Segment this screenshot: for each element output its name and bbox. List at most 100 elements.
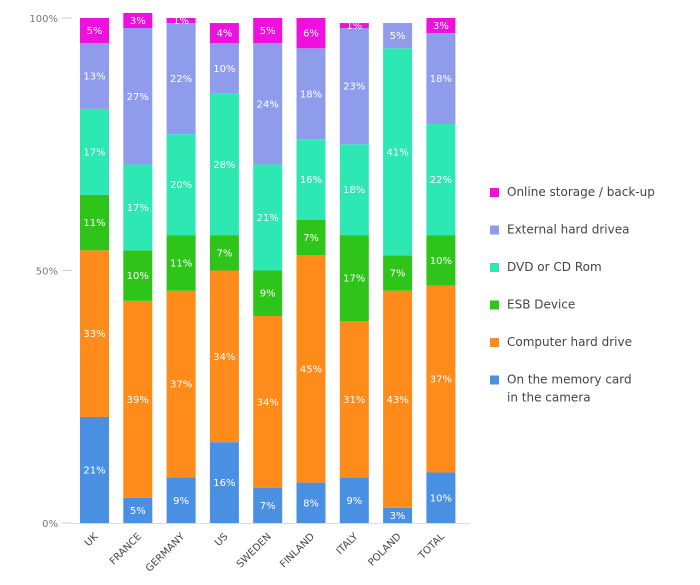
data-label: 3% [433,21,449,32]
bar-segment [426,285,456,473]
bar-segment [209,442,239,523]
bar-segment [426,18,456,34]
bar-segment [296,48,326,140]
bar-segment [253,43,283,165]
bar-segment [123,12,153,29]
bar-segment [80,43,109,109]
data-label: 41% [386,147,408,158]
data-label: 17% [127,203,149,214]
bar-segment [166,477,196,523]
bar-segment [209,23,239,44]
bar-segment [80,194,109,251]
data-label: 8% [303,498,319,509]
bar-segment [296,255,326,483]
x-tick-label: FINLAND [278,531,317,570]
legend-swatch [490,263,499,272]
data-label: 9% [260,289,276,300]
x-tick-label: ITALY [335,531,361,557]
bar-segment [296,220,326,256]
legend-swatch [490,188,499,197]
data-label: 10% [430,256,452,267]
x-axis-labels: UK FRANCE GERMANY US SWEDEN FINLAND ITALY POLAN… [83,531,447,575]
data-label: 10% [213,64,235,75]
data-label: 18% [430,74,452,85]
x-tick-label: UK [83,531,101,549]
legend-label: in the camera [507,391,591,405]
data-label: 5% [260,26,276,37]
legend-label: External hard drivea [507,223,629,237]
data-label: 28% [213,160,235,171]
data-label: 1% [173,16,189,27]
data-label: 5% [390,31,406,42]
bar-segment [426,33,456,125]
x-tick-label: TOTAL [416,531,447,562]
legend-label: ESB Device [507,298,575,312]
legend-swatch [490,300,499,310]
bar-segment [339,28,369,145]
data-label: 7% [390,269,406,280]
data-label: 16% [213,478,235,489]
bar-segment [123,28,153,165]
x-tick-label: SWEDEN [235,531,274,570]
bar-segment [383,255,413,291]
bar-segment [166,134,196,236]
data-label: 5% [87,26,103,37]
bar-segment [253,164,283,271]
bar-segment [426,235,456,286]
data-label: 21% [83,465,105,476]
bar-segment [296,482,326,523]
bar-segment [209,270,239,443]
data-label: 17% [83,147,105,158]
x-tick-label: FRANCE [108,531,144,567]
data-label: 17% [343,274,365,285]
data-label: 10% [127,271,149,282]
bar-segment [339,144,369,236]
bar-segment [166,235,196,291]
legend: Online storage / back-up External hard dr… [490,185,655,405]
legend-label: Online storage / back-up [507,185,655,199]
data-label: 45% [300,364,322,375]
legend-label: On the memory card [507,373,632,387]
data-label: 9% [346,496,362,507]
bar-segment [80,416,109,523]
legend-swatch [490,225,499,235]
data-label: 10% [430,493,452,504]
bar-segment [339,321,369,478]
data-label: 34% [213,352,235,363]
bars [80,12,456,523]
bar-segment [253,487,283,523]
data-label: 7% [216,248,232,259]
bar-segment [166,18,196,24]
data-label: 18% [300,89,322,100]
data-label: 22% [170,74,192,85]
bar-segment [80,250,109,417]
y-tick-label: 50% [36,267,58,278]
data-label: 3% [390,511,406,522]
bar-segment [426,472,456,523]
data-label: 11% [83,218,105,229]
data-label: 21% [257,213,279,224]
x-tick-label: GERMANY [144,531,188,575]
data-label: 24% [257,99,279,110]
data-label: 39% [127,395,149,406]
bar-segment [123,497,153,523]
data-label: 34% [257,397,279,408]
bar-segment [253,18,283,44]
bar-segment [383,23,413,49]
bar-segment [296,139,326,220]
bar-segment [426,124,456,236]
data-label: 23% [343,82,365,93]
bar-segment [296,18,326,49]
data-label: 16% [300,175,322,186]
data-label: 31% [343,395,365,406]
data-label: 6% [303,29,319,40]
y-tick-label: 0% [42,519,58,530]
legend-swatch [490,338,499,347]
data-label: 27% [127,92,149,103]
bar-segment [80,108,109,195]
data-label: 33% [83,329,105,340]
data-label: 18% [343,185,365,196]
data-label: 37% [170,380,192,391]
data-label: 3% [130,16,146,27]
